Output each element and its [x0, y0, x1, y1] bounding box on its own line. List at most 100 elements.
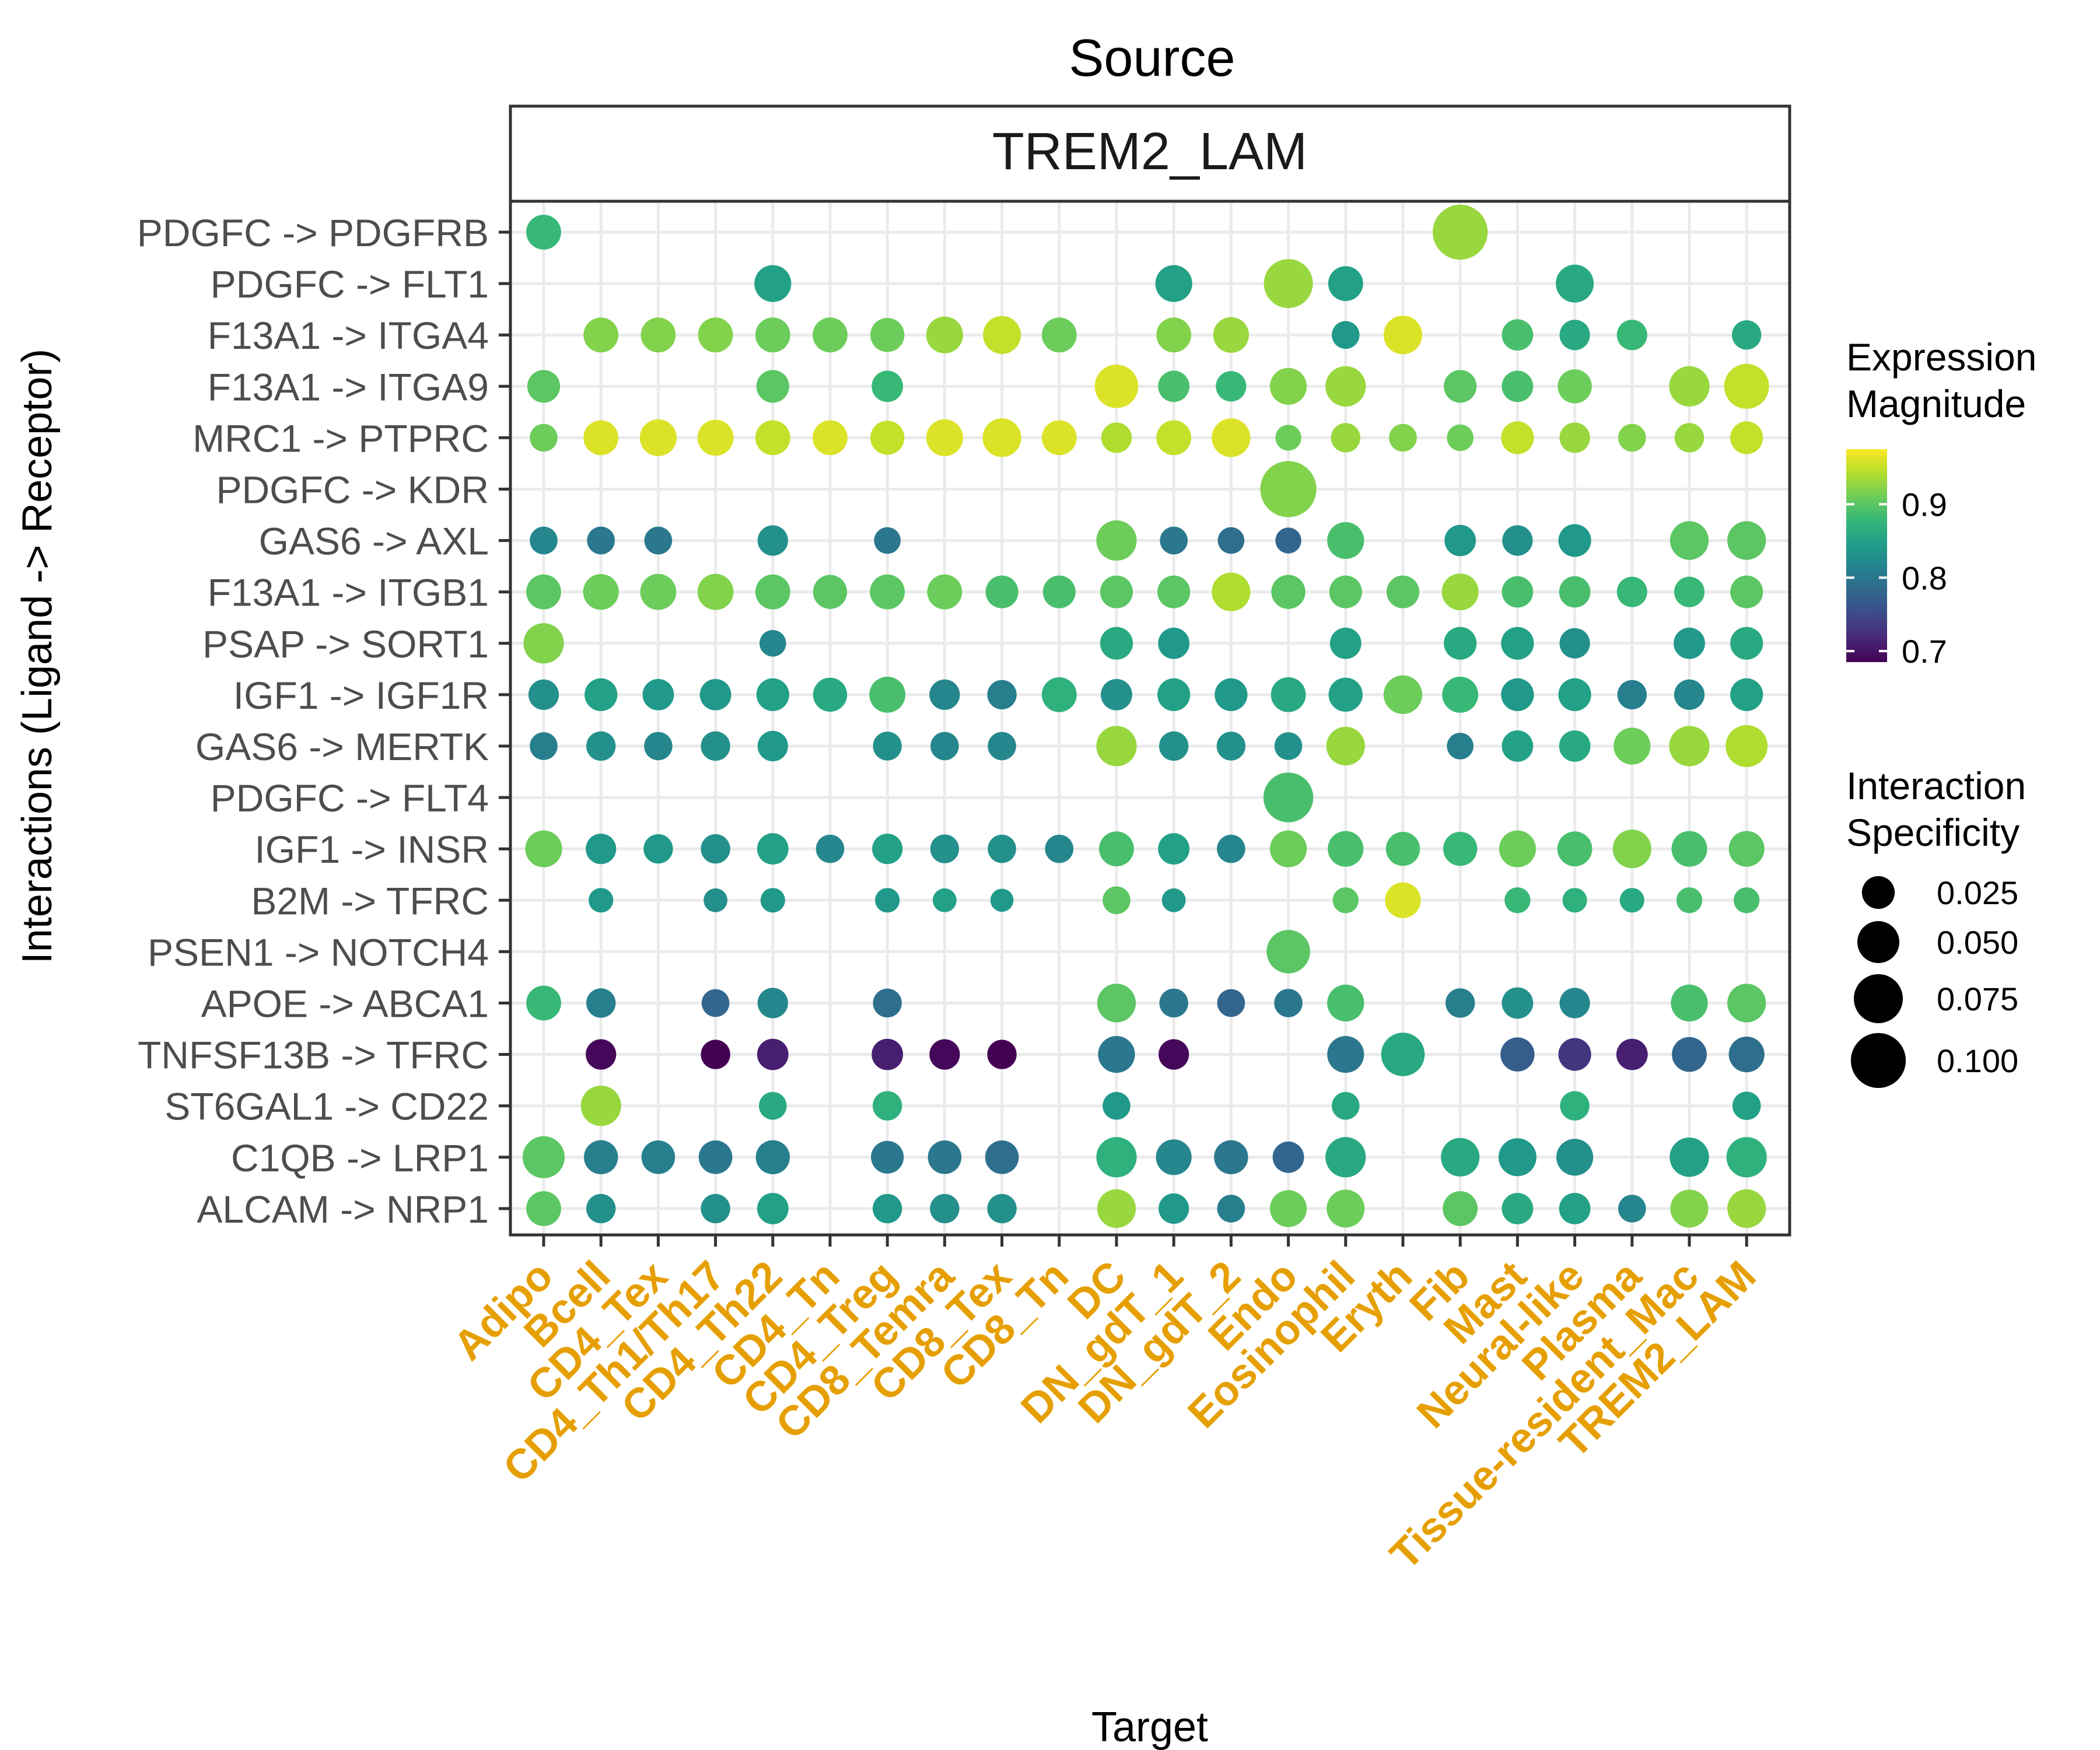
- data-point: [754, 265, 792, 302]
- size-legend-label: 0.075: [1937, 981, 2018, 1017]
- data-point: [816, 834, 845, 863]
- data-point: [1502, 987, 1534, 1019]
- data-point: [755, 574, 790, 610]
- data-point: [1676, 887, 1703, 914]
- data-point: [1097, 1189, 1136, 1228]
- data-point: [1327, 984, 1364, 1022]
- data-point: [1216, 732, 1246, 761]
- data-point: [1332, 887, 1359, 914]
- data-point: [1433, 204, 1488, 260]
- data-point: [1045, 834, 1074, 863]
- y-tick-label: F13A1 -> ITGA9: [208, 365, 489, 408]
- data-point: [1727, 984, 1766, 1023]
- data-point: [1732, 1091, 1761, 1120]
- data-point: [1326, 1189, 1365, 1228]
- data-point: [1325, 1137, 1366, 1178]
- panel-border: [509, 200, 1791, 1237]
- data-point: [1158, 370, 1190, 402]
- data-point: [1442, 677, 1479, 713]
- y-tick-label: PDGFC -> FLT4: [211, 776, 489, 820]
- data-point: [1096, 520, 1137, 561]
- data-point: [987, 1194, 1017, 1224]
- data-point: [873, 988, 902, 1018]
- data-point: [527, 370, 561, 403]
- data-point: [704, 888, 727, 912]
- data-point: [1260, 461, 1317, 517]
- data-point: [1096, 726, 1137, 766]
- data-point: [1275, 527, 1301, 554]
- data-point: [528, 679, 559, 710]
- data-point: [813, 677, 848, 712]
- data-point: [584, 678, 618, 711]
- y-tick-label: ST6GAL1 -> CD22: [164, 1085, 489, 1128]
- data-point: [701, 1194, 730, 1224]
- data-point: [1212, 572, 1251, 611]
- data-point: [1727, 1189, 1766, 1228]
- data-point: [1329, 575, 1362, 608]
- data-point: [873, 732, 902, 761]
- data-point: [1669, 726, 1710, 766]
- data-point: [926, 419, 963, 457]
- data-point: [1385, 882, 1421, 918]
- data-point: [1156, 420, 1192, 456]
- data-point: [755, 317, 790, 353]
- data-point: [1327, 1036, 1364, 1073]
- data-point: [1502, 730, 1534, 762]
- data-point: [929, 679, 960, 710]
- data-point: [640, 317, 676, 353]
- y-tick-label: F13A1 -> ITGA4: [208, 314, 489, 357]
- y-axis-ticks: PDGFC -> PDGFRB PDGFC -> FLT1 F13A1 -> ITG…: [137, 211, 510, 1231]
- data-point: [1501, 626, 1534, 660]
- color-legend-label: 0.7: [1902, 633, 1947, 670]
- data-point: [523, 1136, 565, 1178]
- data-point: [1386, 575, 1420, 608]
- data-point: [1332, 321, 1360, 349]
- data-point: [1212, 418, 1251, 457]
- data-point: [1498, 1138, 1536, 1177]
- data-point: [1156, 317, 1192, 353]
- data-point: [1674, 679, 1705, 710]
- data-point: [701, 1040, 730, 1069]
- data-point: [1727, 521, 1766, 560]
- y-axis-title: Interactions (Ligand -> Receptor): [14, 349, 61, 964]
- data-point: [1558, 1038, 1591, 1071]
- data-point: [697, 573, 734, 610]
- data-point: [586, 834, 617, 864]
- data-point: [1156, 1139, 1192, 1175]
- data-point: [988, 732, 1016, 761]
- data-point: [1041, 677, 1077, 712]
- data-point: [1328, 831, 1364, 867]
- data-point: [1614, 727, 1651, 765]
- data-point: [1726, 725, 1768, 767]
- data-point: [1270, 677, 1306, 712]
- data-point: [526, 215, 561, 250]
- y-tick-label: PDGFC -> PDGFRB: [137, 211, 489, 254]
- data-point: [1558, 524, 1591, 557]
- data-point: [987, 1040, 1017, 1069]
- data-point: [1101, 422, 1132, 453]
- data-point: [1502, 370, 1534, 402]
- data-point: [1444, 626, 1477, 660]
- data-point: [1670, 1189, 1709, 1228]
- data-point: [639, 419, 677, 457]
- data-point: [872, 1038, 904, 1070]
- data-point: [927, 574, 963, 610]
- data-point: [1275, 425, 1301, 451]
- y-tick-label: APOE -> ABCA1: [201, 982, 489, 1026]
- data-point: [1730, 421, 1763, 454]
- data-point: [990, 888, 1014, 912]
- data-point: [1213, 317, 1249, 353]
- y-tick-label: PDGFC -> FLT1: [211, 262, 489, 306]
- data-point: [523, 623, 564, 664]
- data-point: [1724, 363, 1769, 409]
- data-point: [701, 834, 730, 864]
- data-point: [1327, 522, 1364, 559]
- data-point: [1041, 420, 1077, 456]
- facet-strip-label: TREM2_LAM: [992, 123, 1307, 181]
- data-point: [1558, 678, 1591, 711]
- data-point: [757, 833, 789, 865]
- y-tick-label: PDGFC -> KDR: [216, 468, 489, 512]
- data-point: [644, 732, 673, 761]
- size-legend-label: 0.025: [1937, 874, 2018, 911]
